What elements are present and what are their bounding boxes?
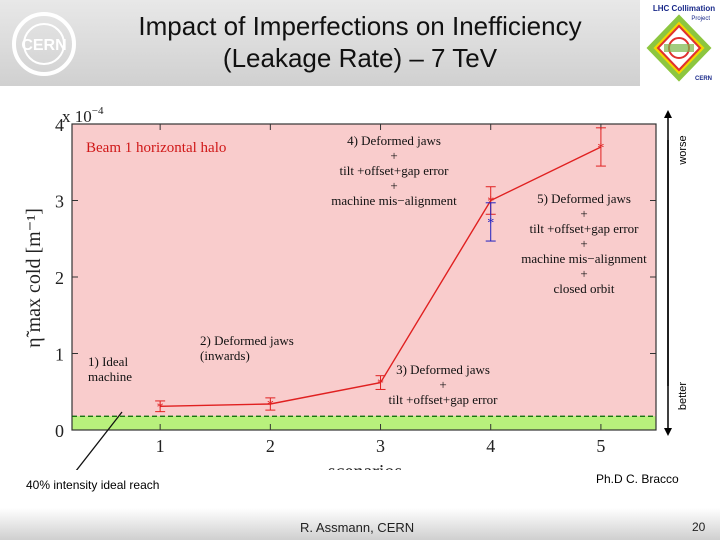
y-tick-label: 1 <box>55 345 64 365</box>
annotation-4-line: tilt +offset+gap error <box>339 163 449 178</box>
header-band <box>0 0 640 86</box>
data-point: * <box>267 398 274 413</box>
annotation-4-line: + <box>390 178 397 193</box>
x-tick-label: 2 <box>266 436 275 456</box>
annotation-1-line: 1) Ideal <box>88 354 128 369</box>
title-line-2: (Leakage Rate) – 7 TeV <box>222 43 498 73</box>
x-axis-label: scenarios <box>328 461 403 470</box>
annotation-1-line: machine <box>88 369 132 384</box>
y-multiplier-exp: −4 <box>92 105 104 117</box>
slide-header: CERN Impact of Imperfections on Ineffici… <box>0 0 720 86</box>
annotation-5-line: 5) Deformed jaws <box>537 191 631 206</box>
annotation-5-line: closed orbit <box>553 281 614 296</box>
y-tick-label: 3 <box>55 192 64 212</box>
data-point: * <box>157 400 164 415</box>
page-number: 20 <box>692 520 706 534</box>
annotation-2-line: 2) Deformed jaws <box>200 333 294 348</box>
title-line-1: Impact of Imperfections on Inefficiency <box>138 11 582 41</box>
data-point: * <box>597 141 604 156</box>
alt-data-point: * <box>487 216 494 231</box>
footer-author: R. Assmann, CERN <box>300 520 415 535</box>
annotation-2-line: (inwards) <box>200 348 250 363</box>
annotation-5-line: + <box>580 206 587 221</box>
annotation-5-line: + <box>580 236 587 251</box>
better-label: better <box>677 382 689 410</box>
annotation-3-line: 3) Deformed jaws <box>396 362 490 377</box>
cern-logo-text: CERN <box>21 37 66 54</box>
x-tick-label: 1 <box>156 436 165 456</box>
author-credit: Ph.D C. Bracco <box>596 472 679 486</box>
annotation-5-line: + <box>580 266 587 281</box>
x-tick-label: 3 <box>376 436 385 456</box>
ideal-reach-pointer <box>75 411 123 470</box>
slide-title: Impact of Imperfections on Inefficiency … <box>90 10 630 74</box>
lhc-logo-line2: Project <box>691 16 710 22</box>
lhc-logo-line1: LHC Collimation <box>653 4 715 13</box>
annotation-3-line: tilt +offset+gap error <box>388 392 498 407</box>
annotation-5-line: tilt +offset+gap error <box>529 221 639 236</box>
annotation-4-line: machine mis−alignment <box>331 193 457 208</box>
ideal-reach-note: 40% intensity ideal reach <box>26 478 160 492</box>
lhc-collimation-logo-icon: LHC Collimation Project CERN <box>640 2 718 84</box>
plot-area <box>72 124 656 430</box>
y-axis-label: η̃ max cold [m⁻¹] <box>23 208 45 348</box>
cern-logo-icon: CERN <box>12 12 76 76</box>
x-tick-label: 5 <box>596 436 605 456</box>
y-multiplier: x 10−4 <box>62 105 104 126</box>
annotation-4-line: 4) Deformed jaws <box>347 133 441 148</box>
y-tick-label: 4 <box>55 115 64 135</box>
worse-label: worse <box>677 135 689 165</box>
slide-footer <box>0 508 720 540</box>
annotation-4-line: + <box>390 148 397 163</box>
y-tick-label: 0 <box>55 421 64 441</box>
annotation-3-line: + <box>439 377 446 392</box>
lhc-logo-line3: CERN <box>695 76 712 82</box>
data-point: * <box>377 377 384 392</box>
data-point: * <box>487 195 494 210</box>
chart-title: Beam 1 horizontal halo <box>86 140 226 156</box>
y-tick-label: 2 <box>55 268 64 288</box>
y-multiplier-base: x 10 <box>62 107 92 126</box>
x-tick-label: 4 <box>486 436 495 456</box>
annotation-5-line: machine mis−alignment <box>521 251 647 266</box>
good-region-band <box>72 416 656 430</box>
